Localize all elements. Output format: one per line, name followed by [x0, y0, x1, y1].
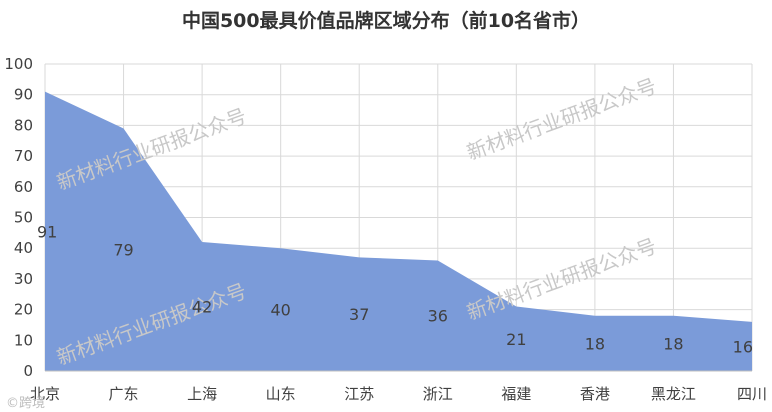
x-tick-label-4: 江苏 — [344, 385, 374, 403]
y-tick-label-0: 0 — [23, 362, 33, 380]
y-tick-label-40: 40 — [14, 239, 33, 257]
area-series — [45, 91, 752, 371]
x-tick-label-2: 上海 — [187, 385, 217, 403]
data-label-6: 21 — [506, 330, 526, 349]
y-tick-label-60: 60 — [14, 178, 33, 196]
y-tick-label-80: 80 — [14, 116, 33, 134]
footer-watermark: ©跨境 — [6, 396, 46, 411]
data-label-8: 18 — [663, 334, 683, 353]
x-tick-label-0: 北京 — [30, 385, 60, 403]
data-label-9: 16 — [733, 337, 753, 356]
y-tick-label-90: 90 — [14, 86, 33, 104]
data-label-7: 18 — [585, 334, 605, 353]
x-tick-label-9: 四川 — [737, 385, 767, 403]
data-label-1: 79 — [113, 241, 133, 260]
x-tick-label-3: 山东 — [266, 385, 296, 403]
y-tick-label-100: 100 — [4, 55, 33, 73]
x-axis-ticks: 北京 广东 上海 山东 江苏 浙江 福建 香港 黑龙江 四川 — [30, 370, 767, 403]
chart-title: 中国500最具价值品牌区域分布（前10名省市） — [181, 10, 591, 32]
x-tick-label-5: 浙江 — [423, 385, 453, 403]
y-tick-label-30: 30 — [14, 270, 33, 288]
data-label-3: 40 — [270, 301, 290, 320]
data-label-2: 42 — [192, 298, 212, 317]
data-label-4: 37 — [349, 305, 369, 324]
x-tick-label-1: 广东 — [109, 385, 139, 403]
watermark-1: 新材料行业研报公众号 — [464, 74, 660, 165]
y-tick-label-50: 50 — [14, 209, 33, 227]
y-axis-ticks: 0 10 20 30 40 50 60 70 80 90 100 — [4, 55, 33, 380]
y-tick-label-70: 70 — [14, 147, 33, 165]
x-tick-label-7: 香港 — [580, 385, 610, 403]
data-label-0: 91 — [37, 222, 57, 241]
y-tick-label-10: 10 — [14, 331, 33, 349]
x-tick-label-8: 黑龙江 — [651, 385, 696, 403]
y-tick-label-20: 20 — [14, 301, 33, 319]
data-label-5: 36 — [428, 307, 448, 326]
data-labels: 91 79 42 40 37 36 21 18 18 16 — [37, 222, 753, 356]
x-tick-label-6: 福建 — [501, 385, 531, 403]
